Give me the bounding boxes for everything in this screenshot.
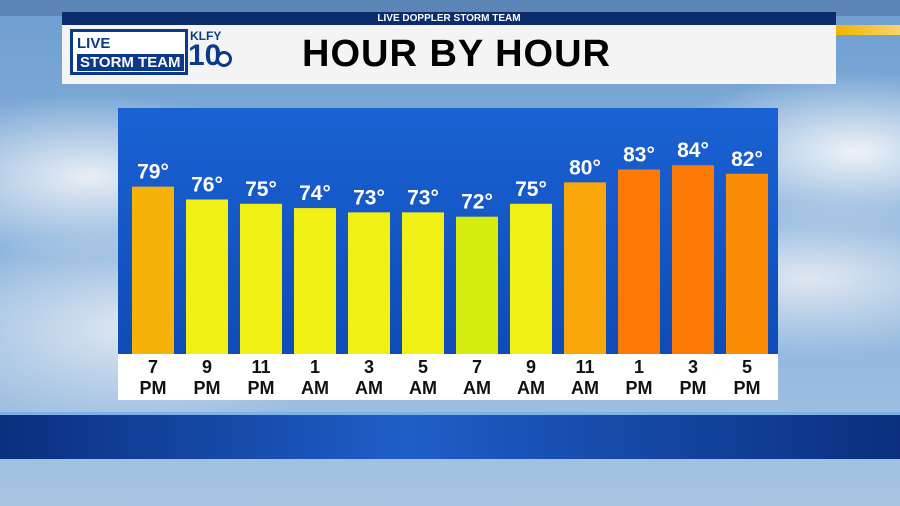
time-tick-label: 11 (575, 357, 594, 377)
temp-bar (672, 165, 714, 354)
temp-data-label: 83° (623, 143, 655, 166)
temp-data-label: 74° (299, 182, 331, 205)
time-tick-label: AM (301, 378, 329, 398)
temp-bar (564, 182, 606, 354)
bottom-line (0, 412, 900, 415)
time-tick-label: 3 (688, 357, 698, 377)
time-tick-label: 1 (634, 357, 644, 377)
header-bar: LIVE DOPPLER STORM TEAM LIVE DOPPLER STO… (62, 12, 836, 84)
station-logo: LIVE DOPPLER STORM TEAM KLFY 10 (70, 29, 245, 81)
time-tick-label: AM (517, 378, 545, 398)
time-tick-label: PM (248, 378, 275, 398)
temp-bar (240, 203, 282, 354)
temp-data-label: 84° (677, 139, 709, 162)
temp-bar (456, 216, 498, 354)
time-tick-label: AM (463, 378, 491, 398)
logo-line-2: STORM TEAM (77, 54, 184, 71)
temp-bar (510, 203, 552, 354)
temp-data-label: 72° (461, 191, 493, 214)
temp-data-label: 76° (191, 174, 223, 197)
time-tick-label: PM (680, 378, 707, 398)
time-tick-label: 9 (202, 357, 212, 377)
banner-label: LIVE DOPPLER STORM TEAM (62, 12, 836, 25)
network-eye-icon (216, 51, 232, 67)
temp-data-label: 80° (569, 156, 601, 179)
time-tick-label: 7 (472, 357, 482, 377)
time-tick-label: 9 (526, 357, 536, 377)
time-tick-label: PM (734, 378, 761, 398)
time-tick-label: 5 (418, 357, 428, 377)
temp-bar (402, 212, 444, 354)
temp-data-label: 82° (731, 148, 763, 171)
time-tick-label: 3 (364, 357, 374, 377)
temp-data-label: 73° (353, 186, 385, 209)
time-tick-label: 5 (742, 357, 752, 377)
chart-panel: 79° 7 PM 76° 9 PM 75° 11 PM 74° 1 AM 73° 3 AM 73° 5 AM 72°… (118, 108, 778, 400)
temp-bar (294, 208, 336, 354)
time-tick-label: AM (571, 378, 599, 398)
time-tick-label: PM (194, 378, 221, 398)
time-label-strip (118, 354, 778, 400)
temp-bar (132, 186, 174, 354)
accent-stripe (836, 25, 900, 35)
time-tick-label: 1 (310, 357, 320, 377)
bottom-band (0, 415, 900, 459)
time-tick-label: 11 (251, 357, 270, 377)
time-tick-label: 7 (148, 357, 158, 377)
temp-bar (348, 212, 390, 354)
time-tick-label: AM (409, 378, 437, 398)
temp-bar (618, 169, 660, 354)
logo-channel: 10 (188, 39, 222, 72)
temp-data-label: 75° (515, 178, 547, 201)
temp-data-label: 73° (407, 186, 439, 209)
temp-bar (726, 173, 768, 354)
hourly-temp-chart: 79°7PM76°9PM75°11PM74°1AM73°3AM73°5AM72°… (118, 139, 778, 400)
time-tick-label: PM (626, 378, 653, 398)
time-tick-label: PM (140, 378, 167, 398)
temp-data-label: 79° (137, 161, 169, 184)
page-title: HOUR BY HOUR (302, 33, 611, 75)
time-tick-label: AM (355, 378, 383, 398)
logo-callsign: KLFY (190, 29, 222, 43)
temp-bar (186, 199, 228, 354)
header-main: LIVE DOPPLER STORM TEAM KLFY 10 HOUR BY … (62, 25, 836, 84)
logo-box: LIVE DOPPLER STORM TEAM (70, 29, 188, 75)
temp-data-label: 75° (245, 178, 277, 201)
